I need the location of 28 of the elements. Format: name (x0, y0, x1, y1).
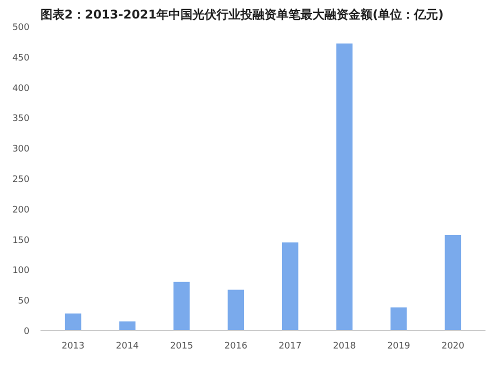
bar (64, 313, 82, 330)
y-tick-label: 0 (24, 327, 30, 337)
y-tick-label: 350 (12, 114, 30, 124)
y-tick-label: 400 (12, 84, 30, 94)
bar (119, 321, 136, 330)
bar (173, 282, 190, 330)
y-tick-label: 50 (18, 296, 30, 307)
y-tick-label: 250 (12, 175, 30, 185)
x-tick-label: 2017 (278, 342, 302, 352)
bar (228, 290, 244, 330)
x-tick-label: 2014 (116, 342, 140, 352)
x-tick-label: 2013 (62, 342, 85, 352)
x-tick-label: 2020 (441, 342, 465, 352)
x-tick-label: 2018 (332, 342, 356, 352)
y-tick-label: 150 (12, 236, 30, 246)
bar (444, 235, 462, 330)
bar (336, 44, 353, 330)
y-tick-label: 500 (12, 23, 30, 33)
x-tick-label: 2015 (170, 342, 194, 352)
y-tick-label: 200 (12, 205, 30, 216)
y-tick-label: 300 (12, 144, 30, 155)
x-tick-label: 2016 (224, 342, 248, 352)
bar (282, 242, 298, 330)
y-tick-label: 100 (12, 266, 30, 276)
chart-title: 图表2：2013-2021年中国光伏行业投融资单笔最大融资金额(单位：亿元) (40, 8, 444, 22)
x-tick-label: 2019 (387, 342, 410, 352)
y-tick-label: 450 (12, 53, 30, 64)
bar (390, 307, 407, 330)
